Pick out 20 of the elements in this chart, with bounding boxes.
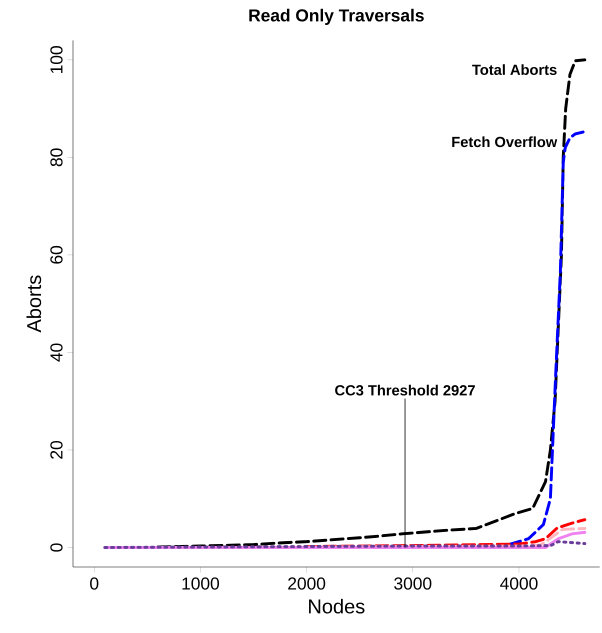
y-axis-title: Aborts xyxy=(26,276,42,333)
x-tick-label: 3000 xyxy=(394,577,432,590)
chart-title: Read Only Traversals xyxy=(249,8,424,25)
y-tick-label: 0 xyxy=(50,543,63,552)
x-tick-label: 0 xyxy=(90,577,98,590)
line-series xyxy=(156,58,586,548)
y-tick-label: 80 xyxy=(50,148,63,166)
ref-line-label: CC3 Threshold 2927 xyxy=(335,384,475,396)
x-axis-title: Nodes xyxy=(309,598,364,614)
series-label: Total Aborts xyxy=(472,64,557,75)
y-tick-label: 20 xyxy=(50,440,63,459)
y-tick-label: 60 xyxy=(50,246,63,264)
y-tick-label: 40 xyxy=(50,343,63,362)
x-tick-label: 1000 xyxy=(182,577,220,590)
x-tick-label: 4000 xyxy=(500,577,538,590)
series-label: Fetch Overflow xyxy=(452,136,558,148)
line-series xyxy=(305,518,586,548)
line-series xyxy=(305,527,586,548)
y-tick-label: 100 xyxy=(50,46,63,73)
x-tick-label: 2000 xyxy=(288,577,326,590)
